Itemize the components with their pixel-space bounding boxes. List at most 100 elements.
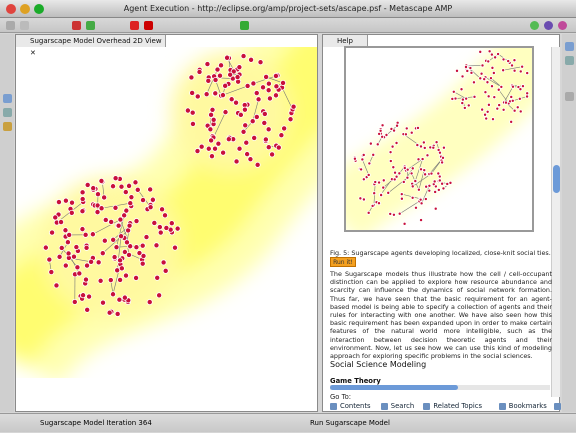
- agent: [392, 129, 395, 132]
- agent: [161, 260, 166, 265]
- agent: [419, 168, 422, 171]
- trim-icon[interactable]: [3, 122, 12, 131]
- agent: [451, 97, 454, 100]
- view-tab[interactable]: Sugarscape Model Overhead 2D View ✕: [16, 35, 166, 47]
- tool-icon[interactable]: [240, 21, 249, 30]
- agent: [406, 176, 409, 179]
- agent: [69, 200, 74, 205]
- agent: [263, 137, 268, 142]
- agent: [252, 135, 257, 140]
- agent: [85, 307, 90, 312]
- help-paragraph: The Sugarscape models thus illustrate ho…: [330, 270, 552, 360]
- trim-icon[interactable]: [3, 108, 12, 117]
- agent: [452, 90, 455, 93]
- figure-caption: Fig. 5: Sugarscape agents developing loc…: [330, 249, 555, 257]
- help-link[interactable]: Related Topics: [433, 402, 482, 410]
- agent: [223, 110, 228, 115]
- agent: [77, 271, 82, 276]
- agent: [430, 172, 433, 175]
- agent: [421, 157, 424, 160]
- agent: [102, 238, 107, 243]
- agent: [279, 133, 284, 138]
- agent: [442, 187, 445, 190]
- help-link[interactable]: Search: [391, 402, 414, 410]
- agent: [463, 106, 466, 109]
- agent: [157, 224, 162, 229]
- agent: [91, 186, 96, 191]
- minimize-button[interactable]: [20, 4, 30, 14]
- agent: [486, 81, 489, 84]
- agent: [516, 106, 519, 109]
- tool-icon[interactable]: [144, 21, 153, 30]
- agent: [74, 244, 79, 249]
- agent: [389, 212, 392, 215]
- agent: [123, 273, 128, 278]
- help-link[interactable]: Bookmarks: [509, 402, 547, 410]
- subsection-heading: Game Theory: [330, 377, 381, 385]
- agent: [57, 254, 62, 259]
- agent: [133, 275, 138, 280]
- close-button[interactable]: [6, 4, 16, 14]
- agent: [497, 88, 500, 91]
- agent: [511, 85, 514, 88]
- agent: [108, 277, 113, 282]
- agent: [141, 253, 146, 258]
- scrollbar[interactable]: [551, 47, 560, 397]
- tab-label: Sugarscape Model Overhead 2D View: [30, 37, 162, 45]
- agent: [190, 121, 195, 126]
- agent: [49, 230, 54, 235]
- trim-icon[interactable]: [565, 42, 574, 51]
- agent: [134, 245, 139, 250]
- agent: [65, 240, 70, 245]
- agent: [110, 292, 115, 297]
- agent: [479, 50, 482, 53]
- tool-icon[interactable]: [72, 21, 81, 30]
- help-link[interactable]: Contents: [340, 402, 371, 410]
- zoom-button[interactable]: [34, 4, 44, 14]
- agent: [513, 69, 516, 72]
- agent: [368, 162, 371, 165]
- h-scrollbar[interactable]: [330, 385, 550, 390]
- agent: [147, 299, 152, 304]
- agent: [433, 180, 436, 183]
- tool-icon[interactable]: [20, 21, 29, 30]
- agent: [502, 58, 505, 61]
- perspective-icon[interactable]: [530, 21, 539, 30]
- h-scroll-thumb[interactable]: [330, 385, 458, 390]
- agent: [479, 77, 482, 80]
- agent: [362, 153, 365, 156]
- link-icon: [423, 403, 430, 410]
- run-button[interactable]: Run it!: [330, 257, 356, 267]
- trim-icon[interactable]: [3, 94, 12, 103]
- tab-label: Help: [337, 37, 353, 45]
- scroll-thumb[interactable]: [553, 165, 560, 193]
- tool-icon[interactable]: [130, 21, 139, 30]
- agent: [189, 75, 194, 80]
- perspective-icon[interactable]: [558, 21, 567, 30]
- perspective-icon[interactable]: [544, 21, 553, 30]
- agent: [122, 295, 127, 300]
- agent: [428, 184, 431, 187]
- agent: [209, 154, 214, 159]
- agent: [127, 223, 132, 228]
- agent: [502, 69, 505, 72]
- agent: [395, 124, 398, 127]
- agent: [519, 88, 522, 91]
- tool-icon[interactable]: [6, 21, 15, 30]
- agent: [411, 196, 414, 199]
- sugar-field: [16, 47, 317, 347]
- agent: [402, 180, 405, 183]
- agent: [269, 152, 274, 157]
- agent: [381, 135, 384, 138]
- agent: [406, 168, 409, 171]
- agent: [126, 183, 131, 188]
- agent: [242, 107, 247, 112]
- agent: [262, 111, 267, 116]
- trim-icon[interactable]: [565, 92, 574, 101]
- agent: [254, 90, 259, 95]
- trim-icon[interactable]: [565, 56, 574, 65]
- agent: [414, 179, 417, 182]
- agent: [112, 254, 117, 259]
- tool-icon[interactable]: [86, 21, 95, 30]
- agent: [273, 93, 278, 98]
